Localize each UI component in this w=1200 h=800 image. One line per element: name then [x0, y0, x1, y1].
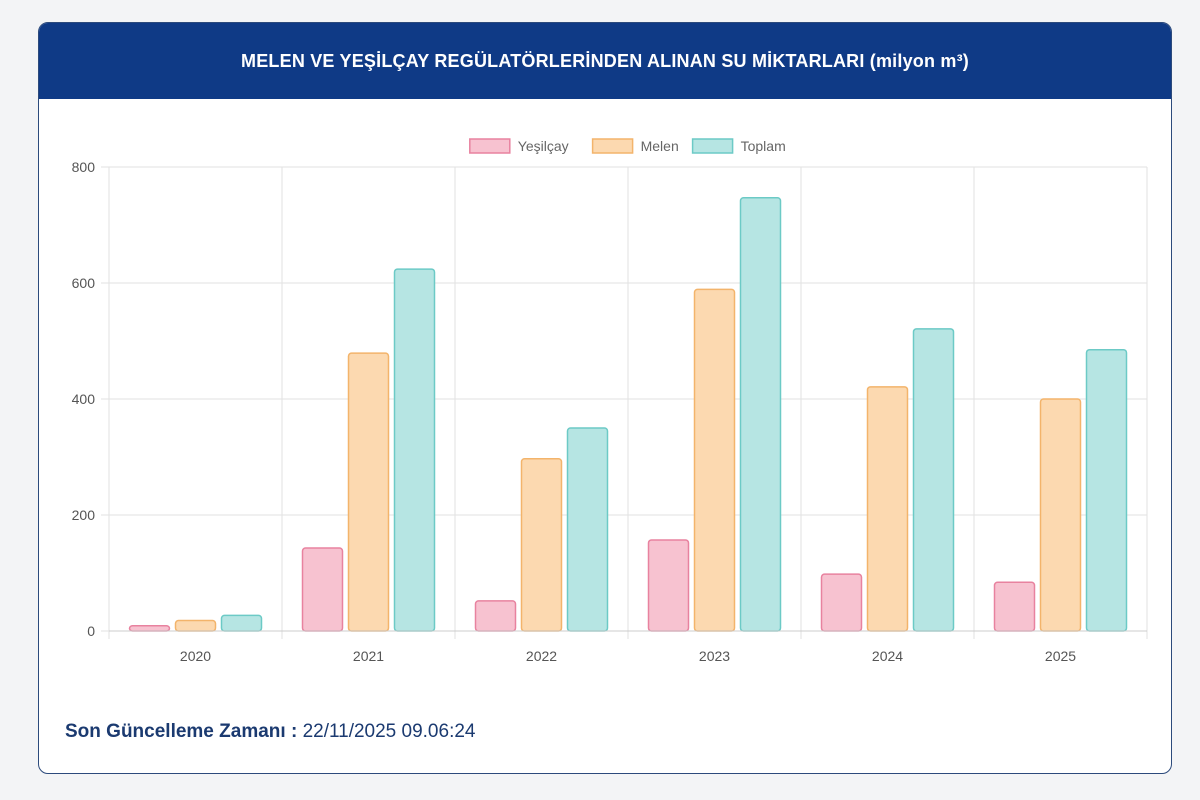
last-update-label: Son Güncelleme Zamanı : [65, 721, 298, 742]
bar-melen-2022[interactable] [520, 457, 563, 632]
bar-melen-2024[interactable] [866, 386, 909, 632]
bar-melen-2021[interactable] [347, 352, 390, 632]
bar-toplam-2020[interactable] [220, 614, 263, 632]
bar-toplam-2021[interactable] [393, 268, 436, 632]
y-tick-label: 800 [72, 159, 96, 175]
bar-toplam-2024[interactable] [912, 328, 955, 632]
axes: 0 200 400 600 800 2020 2021 2022 2023 2024 2025 [72, 159, 1147, 664]
y-tick-label: 600 [72, 275, 96, 291]
last-update-value: 22/11/2025 09.06:24 [302, 721, 476, 742]
x-tick-label: 2020 [180, 648, 211, 664]
legend-swatch-yeşilçay[interactable] [469, 138, 511, 154]
bar-toplam-2023[interactable] [739, 196, 782, 632]
bar-yeşilçay-2024[interactable] [820, 573, 863, 632]
chart-card: MELEN VE YEŞİLÇAY REGÜLATÖRLERİNDEN ALIN… [38, 22, 1172, 774]
x-tick-label: 2023 [699, 648, 730, 664]
x-tick-label: 2024 [872, 648, 903, 664]
bar-melen-2023[interactable] [693, 288, 736, 632]
legend-label[interactable]: Yeşilçay [518, 138, 569, 154]
y-tick-label: 0 [87, 623, 95, 639]
y-tick-label: 200 [72, 507, 96, 523]
bar-melen-2025[interactable] [1039, 398, 1082, 632]
bar-yeşilçay-2025[interactable] [993, 581, 1036, 632]
bar-yeşilçay-2023[interactable] [647, 539, 690, 632]
bar-chart: 0 200 400 600 800 2020 2021 2022 2023 2024 2025 Ye… [72, 138, 1148, 664]
last-update: Son Güncelleme Zamanı : 22/11/2025 09.06… [65, 721, 475, 743]
bar-melen-2020[interactable] [174, 619, 217, 632]
legend-swatch-melen[interactable] [591, 138, 634, 154]
legend-swatch-toplam[interactable] [691, 138, 734, 154]
bars [128, 196, 1128, 632]
y-tick-label: 400 [72, 391, 96, 407]
chart-title: MELEN VE YEŞİLÇAY REGÜLATÖRLERİNDEN ALIN… [39, 23, 1171, 99]
grid [101, 166, 1148, 639]
bar-toplam-2022[interactable] [566, 427, 609, 632]
legend-label[interactable]: Melen [641, 138, 679, 154]
x-tick-label: 2022 [526, 648, 557, 664]
legend[interactable]: Yeşilçay Melen Toplam [469, 138, 786, 154]
bar-toplam-2025[interactable] [1085, 348, 1128, 632]
bar-yeşilçay-2021[interactable] [301, 547, 344, 632]
legend-label[interactable]: Toplam [741, 138, 786, 154]
bar-yeşilçay-2020[interactable] [128, 625, 171, 632]
x-tick-label: 2025 [1045, 648, 1076, 664]
x-tick-label: 2021 [353, 648, 384, 664]
bar-yeşilçay-2022[interactable] [474, 600, 517, 632]
